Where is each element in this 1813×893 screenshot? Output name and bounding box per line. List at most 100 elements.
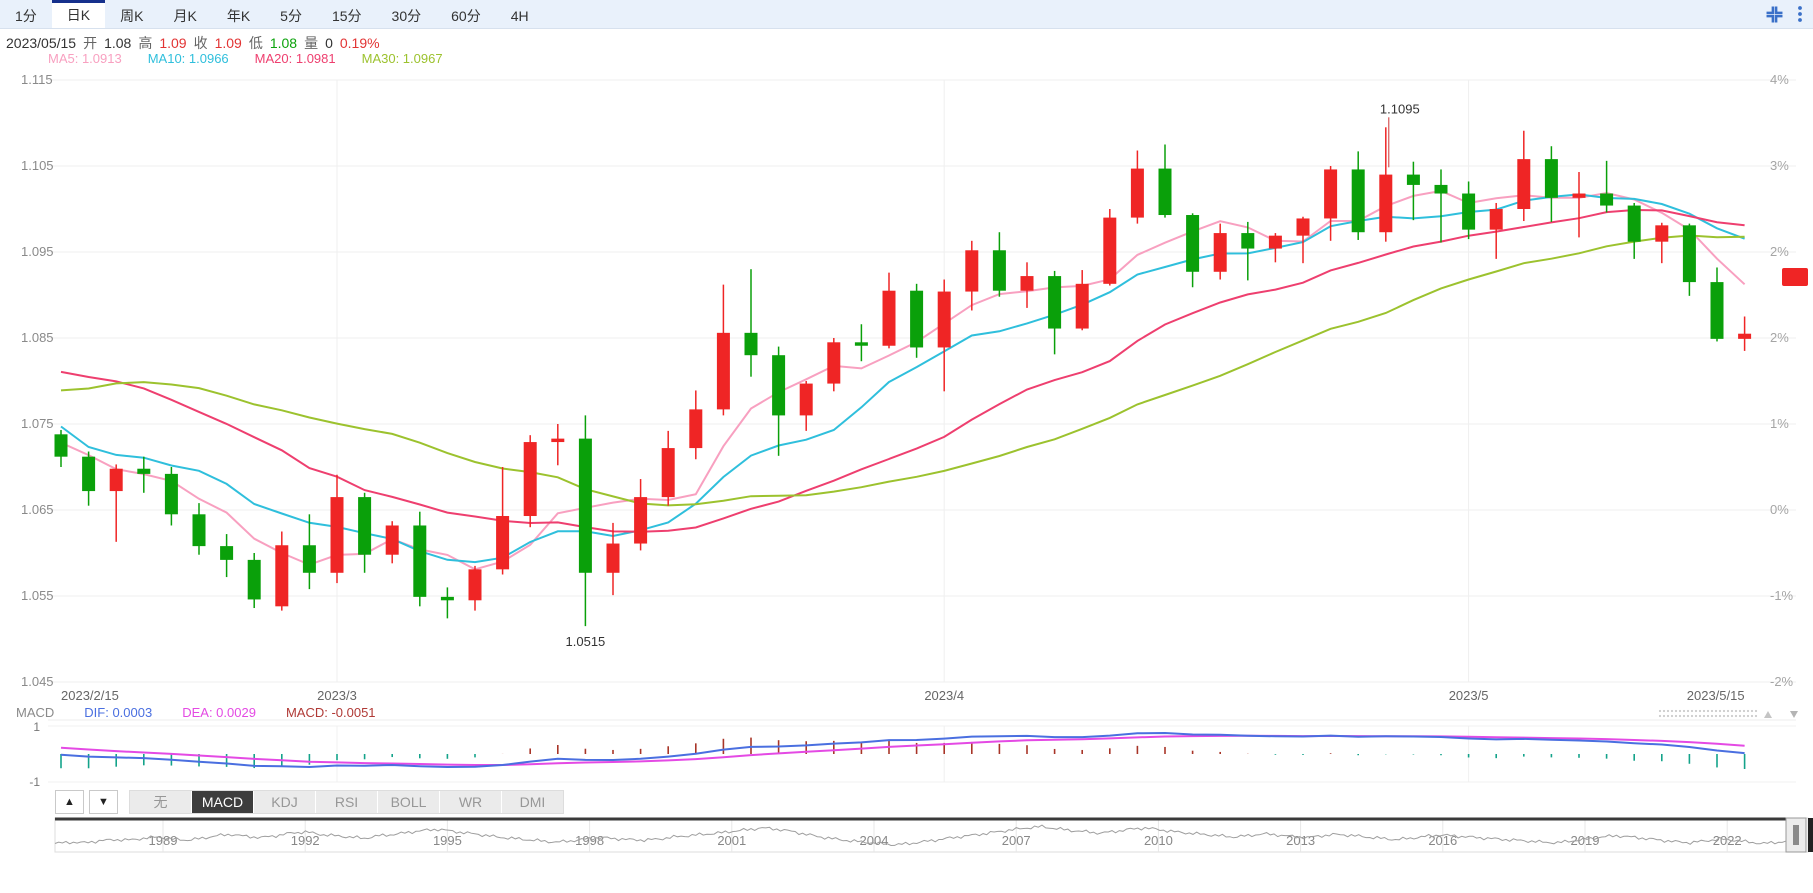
pane-resize-dots[interactable]	[1658, 709, 1758, 718]
tab-period-30分[interactable]: 30分	[391, 8, 422, 24]
indicator-tab-MACD[interactable]: MACD	[192, 791, 254, 813]
navigator-year-label: 2016	[1428, 833, 1457, 848]
macd-pane-title: MACD	[16, 705, 55, 720]
price-axis-label: 1.105	[21, 158, 54, 173]
price-axis-label: 1.065	[21, 502, 54, 517]
ma-legend-ma5: MA5: 1.0913	[48, 51, 122, 66]
percent-axis-label: -1%	[1770, 588, 1794, 603]
quote-label-收: 收	[193, 35, 208, 51]
macd-value-macd: MACD: -0.0051	[285, 705, 376, 720]
grid-lines: 1.115 1.105 1.095 1.085 1.075 1.065 1.055 1.045…	[21, 72, 1796, 782]
tab-period-日K[interactable]: 日K	[51, 0, 106, 28]
tab-period-5分[interactable]: 5分	[280, 8, 302, 24]
collapse-icon[interactable]	[1766, 6, 1783, 23]
date-axis-label: 2023/5	[1449, 688, 1489, 703]
ma-legend-ma20: MA20: 1.0981	[254, 51, 336, 66]
price-axis-label: 1.115	[21, 72, 53, 87]
date-axis-label: 2023/3	[317, 688, 357, 703]
ma5-line	[60, 189, 1746, 571]
indicator-toolbar: ▲ ▼ 无 MACD KDJ RSI BOLL WR DMI	[55, 790, 564, 814]
navigator-year-label: 2010	[1144, 833, 1173, 848]
quote-value: 0	[325, 35, 333, 51]
percent-axis-label: 2%	[1770, 330, 1789, 345]
indicator-tab-KDJ[interactable]: KDJ	[254, 791, 316, 813]
percent-axis-label: -2%	[1770, 674, 1794, 689]
date-axis-label: 2023/2/15	[61, 688, 119, 703]
tab-period-月K[interactable]: 月K	[173, 8, 197, 24]
percent-axis-label: 1%	[1770, 416, 1789, 431]
date-axis-label: 2023/5/15	[1687, 688, 1745, 703]
quote-bar: 2023/05/15 开 1.08 高 1.09 收 1.09 低 1.08 量 0 0.19%	[6, 33, 380, 53]
ma-legend: MA5: 1.0913 MA10: 1.0966 MA20: 1.0981 MA30:…	[48, 51, 443, 66]
price-axis-label: 1.085	[21, 330, 54, 345]
navigator-year-label: 1995	[433, 833, 462, 848]
macd-value-dea: DEA: 0.0029	[182, 705, 256, 720]
percent-axis-label: 0%	[1770, 502, 1789, 517]
price-axis-label: 1.095	[21, 244, 54, 259]
percent-axis-label: 3%	[1770, 158, 1789, 173]
tab-period-1分[interactable]: 1分	[15, 8, 37, 24]
quote-value: 1.08	[104, 35, 132, 51]
date-axis-label: 2023/4	[924, 688, 964, 703]
scale-up-button[interactable]: ▲	[55, 790, 84, 814]
pane-up-arrow-icon[interactable]	[1764, 711, 1772, 718]
annotation-low: 1.0515	[566, 634, 606, 649]
tab-period-60分[interactable]: 60分	[451, 8, 481, 24]
toolbar-icons	[1766, 5, 1803, 23]
period-tab-bar: 1分 日K 周K 月K 年K 5分 15分 30分 60分 4H	[0, 0, 1813, 29]
navigator-year-label: 2019	[1571, 833, 1600, 848]
quote-change-percent: 0.19%	[339, 35, 380, 51]
tab-period-4H[interactable]: 4H	[510, 8, 529, 24]
price-axis-label: 1.075	[21, 416, 54, 431]
indicator-tab-group: 无 MACD KDJ RSI BOLL WR DMI	[129, 790, 564, 814]
quote-value: 1.09	[214, 35, 242, 51]
ma-lines	[60, 189, 1746, 571]
navigator-year-label: 1989	[149, 833, 178, 848]
price-axis-label: 1.055	[21, 588, 54, 603]
pane-down-arrow-icon[interactable]	[1790, 711, 1798, 718]
indicator-tab-WR[interactable]: WR	[440, 791, 502, 813]
dif-line	[60, 731, 1745, 769]
percent-axis-label: 4%	[1770, 72, 1789, 87]
candlesticks	[54, 127, 1752, 627]
navigator-year-label: 2001	[717, 833, 746, 848]
scale-down-button[interactable]: ▼	[89, 790, 118, 814]
navigator-edge-bar	[1808, 818, 1813, 852]
last-price-badge	[1782, 268, 1808, 286]
ma-legend-ma30: MA30: 1.0967	[361, 51, 443, 66]
quote-value: 1.08	[269, 35, 298, 51]
tab-period-15分[interactable]: 15分	[331, 8, 362, 24]
indicator-tab-BOLL[interactable]: BOLL	[378, 791, 440, 813]
navigator-year-label: 2022	[1713, 833, 1742, 848]
quote-value: 1.09	[159, 35, 187, 51]
annotation-high: 1.1095	[1380, 101, 1420, 116]
dea-line	[60, 734, 1745, 766]
macd-value-dif: DIF: 0.0003	[84, 705, 153, 720]
ma10-line	[60, 193, 1745, 564]
kebab-menu-icon[interactable]	[1797, 5, 1803, 23]
macd-axis-max: 1	[33, 720, 40, 734]
navigator-history-line	[54, 824, 1805, 847]
quote-label-低: 低	[248, 35, 263, 51]
navigator-year-label: 2007	[1002, 833, 1031, 848]
indicator-tab-RSI[interactable]: RSI	[316, 791, 378, 813]
navigator-year-label: 1998	[575, 833, 604, 848]
quote-label-开: 开	[83, 35, 98, 51]
indicator-tab-无[interactable]: 无	[130, 791, 192, 813]
macd-value-bar: MACD DIF: 0.0003 DEA: 0.0029 MACD: -0.0051	[16, 705, 376, 720]
macd-axis-min: -1	[29, 775, 40, 789]
ma30-line	[60, 234, 1745, 507]
quote-label-量: 量	[304, 35, 319, 51]
price-axis-label: 1.045	[21, 674, 54, 689]
quote-label-高: 高	[138, 35, 153, 51]
tab-period-年K[interactable]: 年K	[226, 8, 251, 24]
ma-legend-ma10: MA10: 1.0966	[147, 51, 229, 66]
percent-axis-label: 2%	[1770, 244, 1789, 259]
tab-period-周K[interactable]: 周K	[120, 8, 144, 24]
ma20-line	[60, 208, 1745, 533]
navigator-year-label: 1992	[291, 833, 320, 848]
quote-date: 2023/05/15	[6, 35, 77, 51]
indicator-tab-DMI[interactable]: DMI	[502, 791, 563, 813]
